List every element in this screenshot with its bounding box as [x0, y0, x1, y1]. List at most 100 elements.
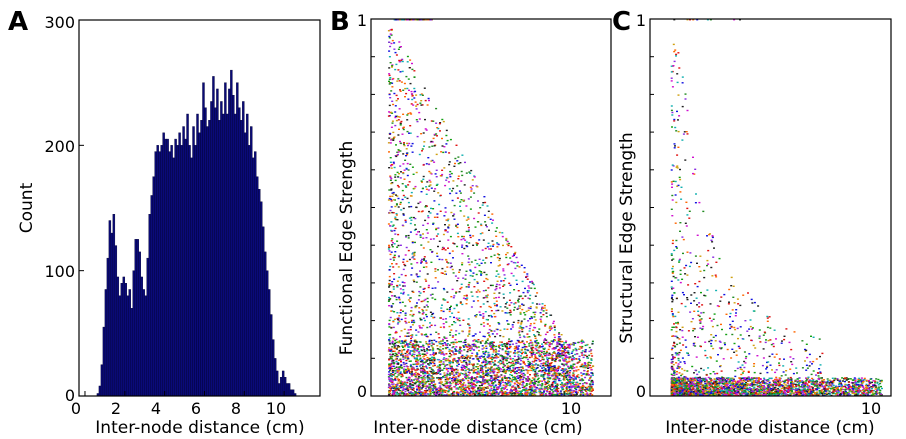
scatter-point: [395, 330, 398, 333]
scatter-point: [433, 385, 436, 388]
scatter-point: [514, 350, 516, 352]
scatter-point: [404, 221, 407, 223]
scatter-point: [484, 381, 486, 384]
scatter-point: [455, 381, 458, 384]
scatter-point: [405, 155, 407, 157]
scatter-point: [429, 349, 432, 351]
scatter-point: [402, 172, 405, 174]
scatter-point: [521, 367, 524, 369]
scatter-point: [441, 369, 444, 371]
scatter-point: [491, 341, 494, 343]
scatter-point: [464, 386, 467, 388]
scatter-point: [531, 389, 533, 392]
scatter-point: [589, 362, 592, 364]
scatter-point: [516, 352, 519, 354]
scatter-point: [588, 350, 591, 353]
scatter-point: [524, 363, 526, 365]
scatter-point: [538, 328, 541, 330]
scatter-point: [574, 387, 577, 390]
scatter-point: [520, 323, 523, 325]
scatter-point: [406, 154, 409, 156]
scatter-point: [438, 390, 441, 392]
scatter-point: [485, 387, 487, 389]
scatter-point: [476, 390, 479, 392]
scatter-point: [398, 382, 401, 384]
panel-b-letter: B: [330, 7, 350, 37]
scatter-point: [395, 366, 398, 368]
scatter-point: [394, 227, 397, 230]
scatter-point: [541, 382, 544, 385]
scatter-point: [457, 381, 460, 383]
scatter-point: [407, 112, 410, 115]
scatter-point: [584, 376, 587, 379]
scatter-point: [441, 304, 443, 306]
scatter-point: [462, 366, 465, 368]
scatter-point: [427, 241, 430, 243]
scatter-point: [388, 358, 391, 360]
scatter-point: [388, 347, 391, 349]
scatter-point: [405, 75, 408, 78]
scatter-point: [461, 373, 464, 375]
scatter-point: [446, 381, 449, 383]
scatter-point: [409, 163, 412, 165]
scatter-point: [400, 342, 402, 345]
scatter-point: [491, 394, 494, 396]
scatter-point: [555, 390, 558, 392]
histogram-bar: [250, 126, 253, 397]
scatter-point: [520, 355, 522, 357]
scatter-point: [388, 284, 391, 287]
scatter-point: [431, 145, 434, 147]
scatter-point: [510, 389, 512, 391]
scatter-point: [517, 322, 520, 324]
scatter-point: [429, 375, 432, 377]
scatter-point: [392, 131, 395, 134]
scatter-point: [436, 252, 438, 255]
scatter-point: [490, 347, 493, 350]
scatter-point: [461, 368, 464, 370]
scatter-point: [469, 186, 472, 189]
scatter-point: [441, 137, 443, 140]
scatter-point: [436, 393, 439, 395]
scatter-point: [472, 358, 475, 360]
scatter-point: [495, 270, 498, 272]
scatter-point: [448, 385, 451, 388]
scatter-point: [420, 133, 423, 135]
scatter-point: [520, 341, 523, 343]
scatter-point: [408, 19, 411, 21]
scatter-point: [490, 346, 493, 348]
scatter-point: [565, 382, 568, 384]
scatter-point: [541, 384, 544, 386]
scatter-point: [479, 207, 482, 209]
scatter-point: [538, 354, 541, 357]
scatter-point: [414, 363, 417, 365]
scatter-point: [394, 387, 397, 390]
scatter-point: [439, 378, 442, 381]
scatter-point: [429, 322, 431, 324]
scatter-point: [512, 367, 515, 369]
scatter-point: [521, 352, 523, 355]
scatter-point: [590, 375, 593, 377]
scatter-point: [482, 335, 485, 337]
scatter-point: [503, 274, 506, 276]
scatter-point: [403, 82, 406, 85]
scatter-point: [414, 369, 417, 371]
scatter-point: [544, 323, 547, 326]
scatter-point: [401, 133, 404, 135]
scatter-point: [504, 350, 507, 352]
scatter-point: [406, 114, 409, 116]
scatter-point: [423, 350, 426, 353]
scatter-point: [429, 184, 432, 186]
scatter-point: [468, 389, 471, 392]
scatter-point: [568, 387, 571, 389]
scatter-point: [405, 168, 408, 170]
scatter-point: [507, 340, 510, 343]
scatter-point: [470, 391, 473, 394]
scatter-point: [391, 361, 394, 363]
scatter-point: [498, 380, 501, 382]
scatter-point: [525, 354, 528, 357]
scatter-point: [489, 345, 492, 347]
scatter-point: [388, 244, 390, 247]
scatter-point: [453, 213, 456, 215]
scatter-point: [425, 129, 428, 131]
scatter-point: [517, 348, 520, 350]
